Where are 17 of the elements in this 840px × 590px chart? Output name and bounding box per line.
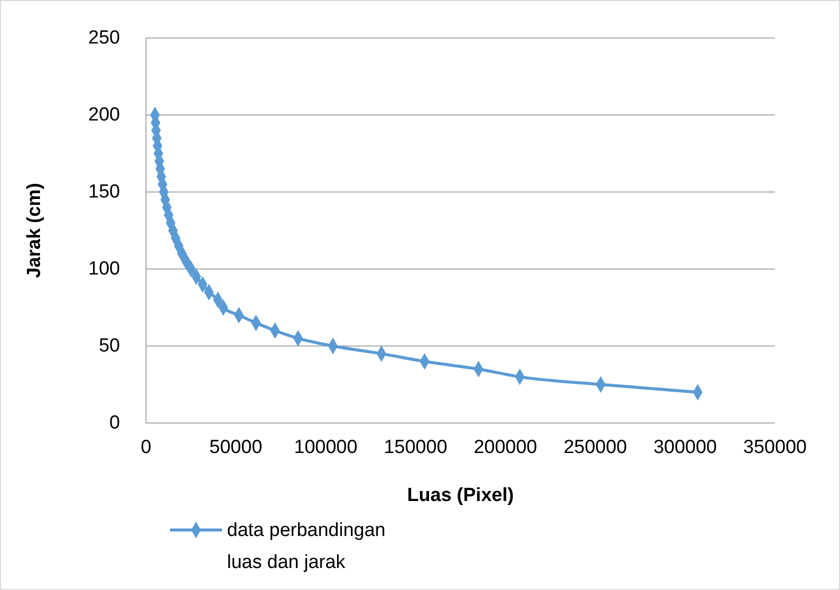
y-tick-label: 250	[88, 28, 120, 48]
x-tick-label: 250000	[564, 437, 627, 458]
y-tick-label: 150	[88, 182, 120, 202]
y-tick-label: 0	[109, 412, 120, 434]
x-tick-label: 150000	[384, 437, 448, 458]
x-tick-label: 200000	[474, 437, 538, 458]
x-tick-label: 100000	[294, 437, 358, 458]
x-axis-title: Luas (Pixel)	[407, 485, 514, 506]
x-tick-label: 50000	[209, 437, 262, 458]
legend-label: data perbandingan luas dan jarak	[227, 520, 386, 572]
x-tick-label: 300000	[653, 437, 717, 458]
y-tick-label: 100	[88, 258, 120, 280]
x-tick-label: 0	[140, 437, 152, 458]
x-tick-label: 350000	[743, 437, 807, 458]
y-tick-label: 200	[88, 104, 120, 126]
y-tick-label: 50	[98, 336, 120, 356]
y-axis-title: Jarak (cm)	[24, 182, 45, 278]
